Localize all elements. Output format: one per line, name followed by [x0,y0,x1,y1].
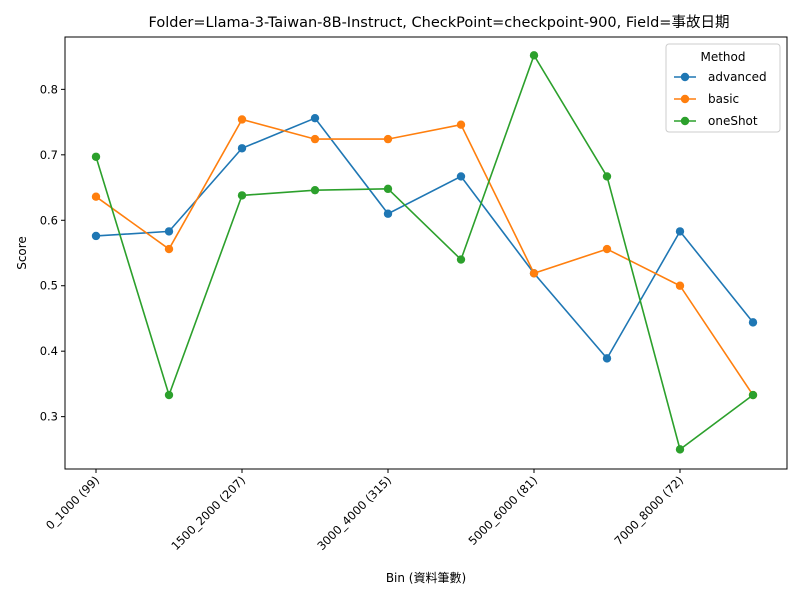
y-tick-label: 0.3 [40,410,58,424]
data-point-basic [602,244,612,254]
data-point-basic [383,134,393,144]
y-tick-label: 0.4 [40,344,58,358]
chart-title: Folder=Llama-3-Taiwan-8B-Instruct, Check… [149,14,730,31]
legend-marker-advanced [680,72,690,82]
y-axis-label: Score [15,236,29,270]
data-point-oneShot [529,51,539,60]
y-tick-label: 0.8 [40,82,58,96]
data-point-advanced [748,318,758,327]
data-point-oneShot [310,185,320,195]
data-point-basic [675,281,685,290]
data-point-oneShot [456,255,466,264]
data-point-advanced [310,113,320,123]
data-point-oneShot [237,191,247,200]
data-point-oneShot [164,390,174,400]
data-point-oneShot [748,390,758,400]
y-axis: 0.3 0.4 0.5 0.6 0.7 0.8 [40,82,65,424]
data-point-advanced [456,172,466,181]
data-point-oneShot [383,184,393,194]
data-point-oneShot [602,172,612,181]
x-tick-label: 3000_4000 (315) [314,473,394,553]
series-group [91,51,758,454]
data-point-oneShot [675,445,685,454]
legend-marker-oneShot [680,116,690,126]
x-axis-label: Bin (資料筆數) [386,571,466,585]
x-tick-label: 7000_8000 (72) [611,473,686,548]
data-point-advanced [602,354,612,363]
y-tick-label: 0.5 [40,279,58,293]
data-point-basic [310,134,320,144]
data-point-advanced [91,231,101,241]
y-tick-label: 0.6 [40,213,58,227]
x-tick-label: 0_1000 (99) [43,473,102,532]
legend-label-basic: basic [708,92,739,106]
legend-label-oneShot: oneShot [708,114,758,128]
legend-box [665,43,781,133]
data-point-basic [164,244,174,254]
series-line-basic [95,118,754,396]
legend-marker-basic [680,94,690,104]
y-tick-label: 0.7 [40,148,58,162]
data-point-basic [529,269,539,278]
data-point-oneShot [91,152,101,161]
plot-frame [64,36,788,470]
data-point-advanced [383,209,393,218]
x-tick-label: 1500_2000 (207) [168,473,248,553]
data-point-basic [237,115,247,124]
legend-title: Method [700,50,745,64]
data-point-basic [91,192,101,201]
legend: Method advanced basic oneShot [665,43,781,133]
data-point-advanced [675,227,685,236]
data-point-advanced [237,144,247,153]
data-point-basic [456,120,466,129]
legend-label-advanced: advanced [708,70,767,84]
data-point-advanced [164,227,174,236]
x-tick-label: 5000_6000 (81) [465,473,540,548]
series-line-advanced [95,117,754,360]
x-axis: 0_1000 (99) 1500_2000 (207) 3000_4000 (315… [43,469,686,553]
series-line-oneShot [95,53,754,451]
